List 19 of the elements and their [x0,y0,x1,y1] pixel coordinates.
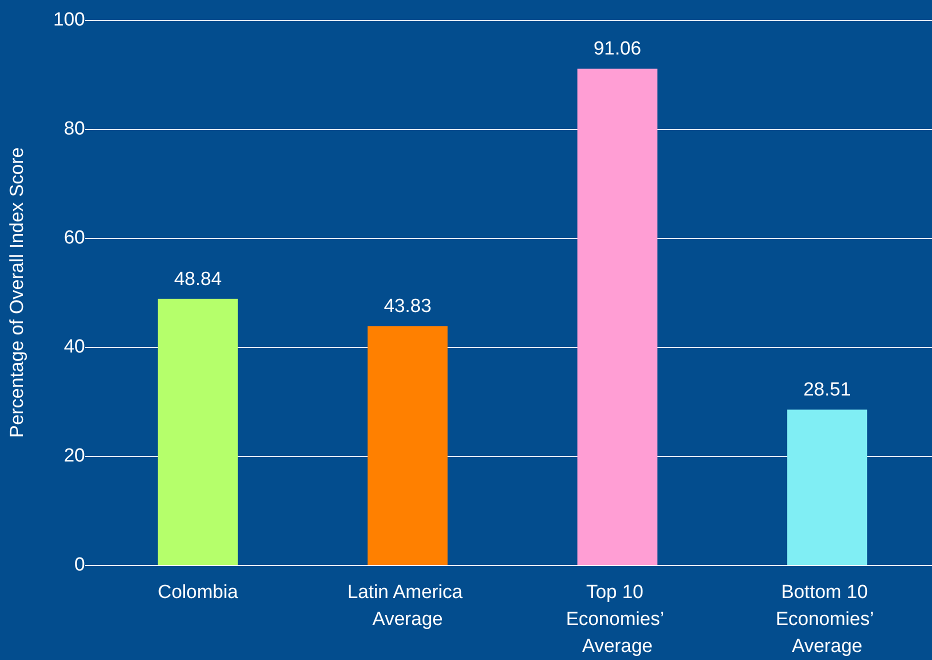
y-tick-label: 100 [53,10,85,30]
x-tick-label: Colombia [158,582,238,603]
bar [577,68,658,565]
data-label: 91.06 [594,38,642,60]
y-tick-label: 0 [74,554,85,576]
data-label: 43.83 [384,296,432,318]
y-tick-label: 60 [64,228,85,248]
y-tick-label: 20 [64,446,85,466]
y-tick-label: 40 [64,336,85,358]
bar [158,298,238,565]
x-tick-label: Latin America Average [347,582,468,630]
data-label: 48.84 [174,268,222,290]
y-axis-title: Percentage of Overall Index Score [7,147,28,438]
bar [787,410,868,565]
y-tick-label: 80 [64,118,85,140]
x-tick-label: Top 10 Economies’ Average [566,582,669,657]
x-tick-label: Bottom 10 Economies’ Average [776,582,879,657]
data-label: 28.51 [803,380,851,401]
bar [368,326,448,565]
